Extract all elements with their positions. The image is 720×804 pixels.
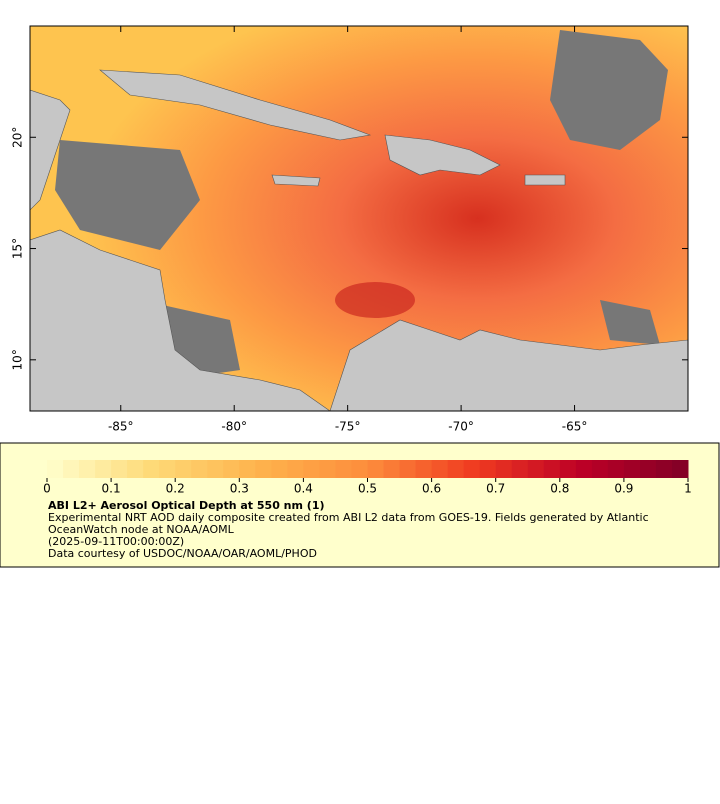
legend-text: ABI L2+ Aerosol Optical Depth at 550 nm … (48, 500, 708, 560)
colorbar-step (415, 460, 433, 478)
colorbar: 0 0.1 0.2 0.3 0.4 0.5 0.6 0.7 0.8 0.9 1 (43, 460, 692, 496)
legend-credit: Data courtesy of USDOC/NOAA/OAR/AOML/PHO… (48, 547, 317, 560)
colorbar-step (207, 460, 224, 478)
colorbar-step (239, 460, 256, 478)
legend-description: Experimental NRT AOD daily composite cre… (48, 511, 649, 536)
colorbar-step (127, 460, 144, 478)
colorbar-step (527, 460, 545, 478)
y-tick-label: 20° (11, 127, 25, 148)
y-tick-label: 10° (11, 349, 25, 370)
colorbar-step (287, 460, 304, 478)
colorbar-tick-label: 0.4 (294, 482, 313, 496)
legend-time: (2025-09-11T00:00:00Z) (48, 535, 185, 548)
colorbar-step (319, 460, 336, 478)
colorbar-step (447, 460, 465, 478)
aod-hotspot (335, 282, 415, 318)
colorbar-tick-label: 0.7 (486, 482, 505, 496)
colorbar-step (607, 460, 625, 478)
colorbar-step (431, 460, 449, 478)
colorbar-step (623, 460, 641, 478)
colorbar-step (175, 460, 192, 478)
colorbar-tick-label: 1 (684, 482, 692, 496)
axes: -85° -80° -75° -70° -65° 10° 15° 20° (11, 26, 688, 434)
colorbar-step (111, 460, 128, 478)
colorbar-step (495, 460, 513, 478)
colorbar-step (575, 460, 593, 478)
colorbar-step (639, 460, 657, 478)
colorbar-step (63, 460, 80, 478)
x-tick-label: -65° (562, 420, 588, 434)
colorbar-tick-label: 0.2 (166, 482, 185, 496)
colorbar-step (479, 460, 497, 478)
colorbar-step (223, 460, 240, 478)
colorbar-step (399, 460, 417, 478)
colorbar-tick-label: 0 (43, 482, 51, 496)
colorbar-step (191, 460, 208, 478)
x-tick-label: -75° (335, 420, 361, 434)
colorbar-tick-label: 0.5 (358, 482, 377, 496)
colorbar-step (255, 460, 272, 478)
colorbar-step (303, 460, 320, 478)
x-tick-label: -70° (448, 420, 474, 434)
colorbar-tick-label: 0.6 (422, 482, 441, 496)
colorbar-step (511, 460, 529, 478)
map-image (30, 26, 688, 411)
colorbar-step (463, 460, 481, 478)
colorbar-step (47, 460, 64, 478)
colorbar-step (559, 460, 577, 478)
land (30, 69, 688, 411)
colorbar-tick-label: 0.1 (102, 482, 121, 496)
colorbar-step (351, 460, 368, 478)
colorbar-step (271, 460, 288, 478)
colorbar-step (79, 460, 96, 478)
legend-title: ABI L2+ Aerosol Optical Depth at 550 nm … (48, 499, 325, 512)
x-tick-label: -85° (108, 420, 134, 434)
colorbar-step (591, 460, 609, 478)
colorbar-tick-label: 0.8 (550, 482, 569, 496)
colorbar-step (335, 460, 352, 478)
colorbar-tick-label: 0.9 (614, 482, 633, 496)
colorbar-step (367, 460, 385, 478)
colorbar-tick-label: 0.3 (230, 482, 249, 496)
colorbar-step (655, 460, 673, 478)
map-frame (29, 25, 689, 412)
colorbar-step (95, 460, 112, 478)
colorbar-step (159, 460, 176, 478)
y-tick-label: 15° (11, 238, 25, 259)
colorbar-step (383, 460, 401, 478)
colorbar-step (143, 460, 160, 478)
missing-data (55, 30, 668, 380)
x-tick-label: -80° (221, 420, 247, 434)
colorbar-step (543, 460, 561, 478)
colorbar-step (671, 460, 689, 478)
